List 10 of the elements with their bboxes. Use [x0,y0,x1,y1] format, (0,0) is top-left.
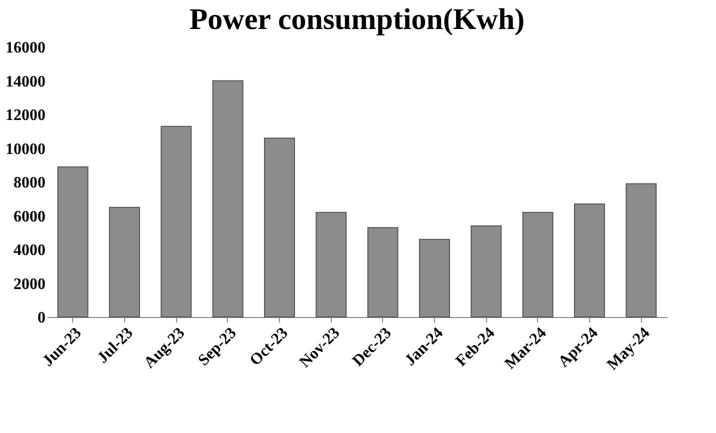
y-tick-label: 6000 [14,208,46,226]
y-tick-label: 0 [38,310,46,326]
y-tick-label: 4000 [14,242,46,259]
y-tick-label: 16000 [6,40,46,56]
y-tick-label: 12000 [6,107,46,124]
y-tick-label: 10000 [6,140,46,158]
chart-title: Power consumption(Kwh) [189,3,525,36]
y-tick-label: 14000 [6,73,46,90]
y-tick-label: 2000 [14,276,46,293]
y-tick-label: 8000 [14,174,46,192]
